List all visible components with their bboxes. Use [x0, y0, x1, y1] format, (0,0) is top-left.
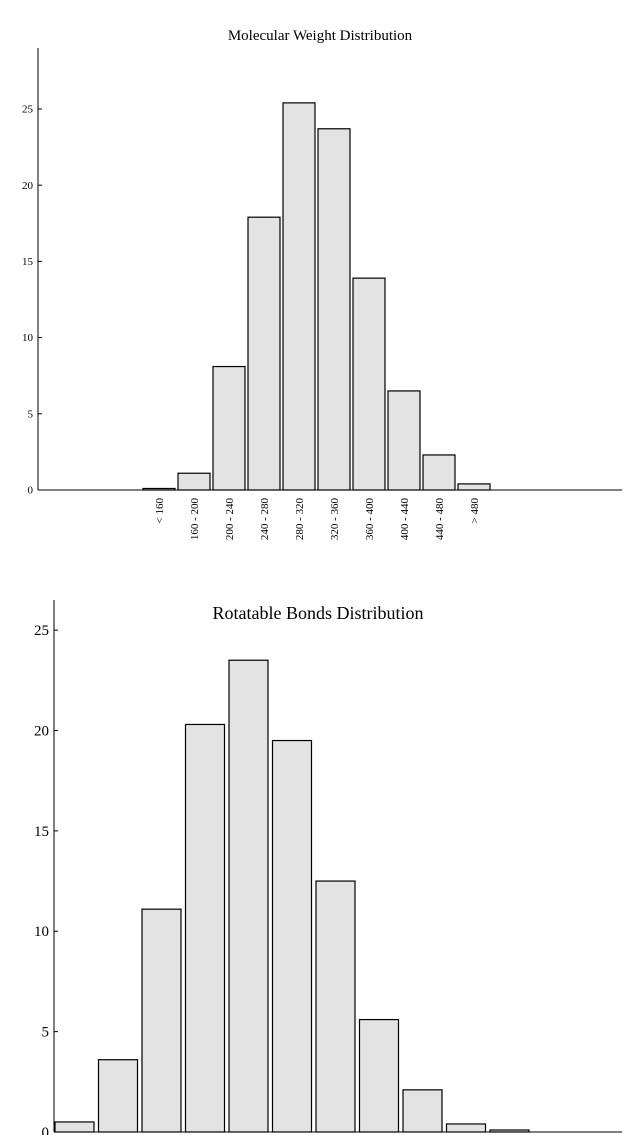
bar — [352, 277, 386, 491]
x-tick-label: 8 — [418, 1132, 427, 1135]
bar — [54, 1121, 95, 1133]
x-tick-label: 3 — [201, 1132, 210, 1135]
x-tick-labels: 0 1 2 3 5 4 6 7 8 9 >10 — [70, 1132, 523, 1135]
bar — [142, 487, 176, 491]
chart-title: Molecular Weight Distribution — [228, 28, 413, 44]
y-tick-label: 10 — [22, 332, 34, 344]
y-tick-labels: 0 5 10 15 20 25 — [34, 623, 58, 1135]
bar — [445, 1123, 487, 1133]
x-tick-labels: < 160 160 - 200 200 - 240 240 - 280 280 - 32… — [154, 498, 481, 541]
x-tick-label: 360 - 400 — [364, 498, 376, 541]
y-tick-label: 20 — [22, 180, 34, 192]
molecular-weight-chart: Molecular Weight Distribution 0 5 10 15 20 25… — [22, 28, 622, 540]
y-tick-label: 25 — [34, 623, 49, 639]
x-tick-label: 200 - 240 — [224, 498, 236, 541]
bar — [141, 908, 182, 1133]
y-tick-labels: 0 5 10 15 20 25 — [22, 104, 42, 497]
x-tick-label: 6 — [331, 1132, 340, 1135]
x-tick-label: 5 — [244, 1132, 253, 1135]
y-tick-label: 20 — [34, 723, 49, 739]
chart-title: Rotatable Bonds Distribution — [213, 603, 424, 623]
bar — [387, 390, 421, 491]
y-tick-label: 5 — [42, 1025, 50, 1041]
bar — [97, 1059, 139, 1133]
x-tick-label: 280 - 320 — [294, 498, 306, 541]
bar — [402, 1089, 443, 1133]
x-tick-label: > 480 — [469, 498, 481, 524]
bar — [315, 880, 356, 1133]
y-tick-label: 0 — [42, 1125, 50, 1135]
bars — [142, 102, 491, 491]
y-tick-label: 10 — [34, 924, 49, 940]
bar — [489, 1129, 530, 1133]
bar — [358, 1018, 400, 1133]
x-tick-label: 7 — [375, 1132, 384, 1135]
x-tick-label: >10 — [496, 1132, 523, 1135]
x-tick-label: 320 - 360 — [329, 498, 341, 541]
x-tick-label: 400 - 440 — [399, 498, 411, 541]
bar — [177, 472, 211, 491]
x-tick-label: 240 - 280 — [259, 498, 271, 541]
rotatable-bonds-chart: Rotatable Bonds Distribution 0510152025 … — [34, 600, 622, 1135]
bar — [247, 216, 281, 491]
x-tick-label: 160 - 200 — [189, 498, 201, 541]
bar — [228, 659, 269, 1133]
x-tick-label: 2 — [157, 1132, 166, 1135]
x-tick-label: 1 — [114, 1132, 123, 1135]
y-tick-label: 15 — [34, 824, 49, 840]
bar — [317, 128, 351, 491]
bar — [282, 102, 316, 491]
bar — [457, 483, 491, 491]
x-tick-label: < 160 — [154, 498, 166, 524]
y-tick-label: 0 — [28, 485, 34, 497]
bar — [212, 365, 246, 491]
bars — [54, 659, 530, 1133]
bar — [184, 723, 226, 1133]
y-tick-label: 5 — [28, 408, 34, 420]
y-tick-label: 25 — [22, 104, 34, 116]
bar — [271, 739, 313, 1133]
x-tick-label: 0 — [70, 1132, 79, 1135]
y-tick-label: 15 — [22, 256, 34, 268]
x-tick-label: 4 — [288, 1132, 297, 1135]
x-tick-label: 440 - 480 — [434, 498, 446, 541]
x-tick-label: 9 — [462, 1132, 471, 1135]
bar — [422, 454, 456, 491]
